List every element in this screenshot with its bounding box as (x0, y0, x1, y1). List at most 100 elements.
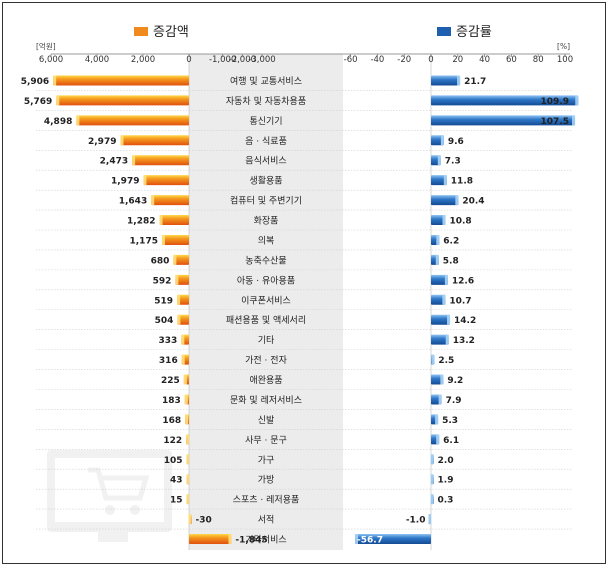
tick-label-amount: 4,000 (85, 55, 109, 65)
rate-value-label: 9.2 (447, 376, 463, 386)
amount-bar-cap (181, 354, 185, 365)
amount-bar-cap (76, 115, 80, 126)
amount-bar-cap (161, 234, 165, 245)
rate-value-label: 7.9 (446, 396, 462, 406)
amount-bar (175, 274, 189, 285)
rate-value-label: 21.7 (464, 77, 486, 87)
amount-bar (76, 115, 189, 126)
rate-value-label: 10.8 (449, 217, 471, 227)
rate-bar-cap (430, 494, 433, 505)
amount-value-label: 1,643 (119, 197, 147, 207)
tick-label-rate: -20 (397, 55, 411, 65)
rate-value-label: 5.8 (443, 256, 459, 266)
amount-bar (189, 534, 232, 544)
rate-bar-cap (436, 234, 440, 245)
amount-value-label: 1,175 (130, 236, 158, 246)
legend-label-rate: 증감률 (456, 25, 492, 40)
amount-bar-cap (143, 175, 147, 186)
rate-bar-cap (428, 514, 431, 525)
legend-label-amount: 증감액 (153, 25, 189, 40)
amount-bar-cap (175, 274, 179, 285)
amount-value-label: 316 (159, 356, 178, 366)
rate-bar-cap (431, 354, 435, 365)
rate-value-label: 107.5 (541, 117, 569, 127)
amount-bar (161, 234, 189, 245)
category-label: 서적 (258, 514, 275, 526)
category-label: 여행 및 교통서비스 (230, 75, 302, 87)
amount-bar-cap (151, 195, 155, 206)
category-label: 음 · 식료품 (245, 136, 287, 147)
rate-value-label: 11.8 (451, 177, 473, 187)
category-label: 가전 · 전자 (245, 355, 287, 366)
rate-bar-cap (444, 274, 448, 285)
amount-bar (132, 155, 189, 166)
rate-bar (431, 274, 448, 285)
rate-bar-cap (442, 215, 446, 226)
rate-bar (431, 75, 461, 86)
amount-bar-cap (184, 394, 188, 405)
amount-bar (159, 215, 189, 226)
rate-value-label: 2.5 (438, 356, 454, 366)
amount-value-label: 122 (163, 436, 182, 446)
amount-bar-cap (228, 534, 232, 544)
rate-value-label: 7.3 (445, 157, 461, 167)
tick-label-amount: 0 (186, 55, 191, 65)
amount-bar-cap (177, 314, 181, 325)
unit-label-amount: [억원] (36, 42, 56, 51)
amount-value-label: -30 (196, 516, 212, 526)
category-label: 사무 · 문구 (245, 435, 287, 446)
legend-swatch-amount (134, 27, 148, 36)
rate-bar-cap (447, 314, 451, 325)
amount-bar (151, 195, 189, 206)
rate-bar (431, 195, 459, 206)
amount-bar-cap (188, 514, 191, 525)
tick-label-rate: 80 (533, 55, 544, 65)
amount-value-label: 5,906 (21, 77, 49, 87)
tick-label-rate: 40 (479, 55, 490, 65)
amount-value-label: 2,979 (88, 137, 116, 147)
category-label: 화장품 (254, 216, 279, 227)
category-label: 문화 및 레저서비스 (230, 394, 302, 406)
amount-bar (143, 175, 189, 186)
category-label: 애완용품 (249, 375, 282, 386)
rate-value-label: -1.0 (406, 516, 426, 526)
amount-bar-cap (173, 254, 177, 265)
category-label: 생활용품 (249, 175, 282, 187)
tick-label-amount: -2,000 (229, 55, 256, 65)
rate-value-label: 1.9 (438, 476, 454, 486)
category-label: 패션용품 및 액세서리 (226, 314, 306, 326)
category-label: 기타 (258, 335, 275, 346)
amount-bar-cap (181, 334, 185, 345)
rate-bar (431, 314, 451, 325)
rate-bar (431, 115, 576, 126)
rate-bar (431, 95, 579, 106)
rate-bar-cap (457, 75, 461, 86)
tick-label-rate: 60 (506, 55, 517, 65)
rate-bar-cap (442, 294, 446, 305)
category-label: 컴퓨터 및 주변기기 (230, 195, 302, 207)
category-label: 스포츠 · 레저용품 (233, 495, 300, 506)
amount-value-label: 5,769 (24, 97, 52, 107)
category-label: 이쿠폰서비스 (241, 295, 291, 306)
rate-bar (431, 334, 449, 345)
amount-value-label: 504 (155, 316, 174, 326)
amount-value-label: 333 (159, 336, 178, 346)
rate-value-label: 6.1 (443, 436, 459, 446)
category-label: 의복 (258, 235, 275, 246)
category-label: 기타서비스 (245, 535, 286, 546)
rate-value-label: 13.2 (453, 336, 475, 346)
rate-value-label: 109.9 (541, 97, 569, 107)
amount-bar (173, 254, 189, 265)
rate-bar-cap (435, 414, 439, 425)
amount-bar-cap (120, 135, 124, 146)
amount-value-label: 680 (151, 256, 170, 266)
rate-value-label: 14.2 (454, 316, 476, 326)
amount-bar-cap (183, 374, 187, 385)
tick-label-rate: -60 (344, 55, 358, 65)
tick-label-rate: 20 (452, 55, 463, 65)
amount-bar-cap (53, 75, 57, 86)
rate-bar-cap (440, 135, 444, 146)
amount-bar-cap (132, 155, 136, 166)
amount-bar-cap (185, 414, 189, 425)
rate-value-label: 0.3 (438, 496, 454, 506)
